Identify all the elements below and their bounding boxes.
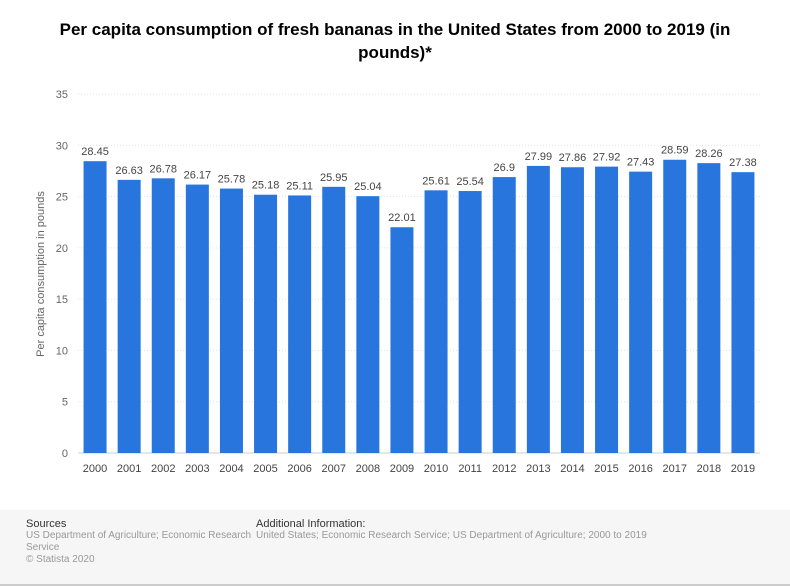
bar xyxy=(595,166,619,453)
bar xyxy=(629,171,653,453)
bar xyxy=(185,184,209,454)
x-axis-ticks: 2000 2001 2002 2003 2004 2005 2006 2007 2008 2009… xyxy=(83,463,755,475)
y-tick-label: 25 xyxy=(56,192,68,204)
x-tick-label: 2009 xyxy=(390,463,414,475)
data-label: 26.17 xyxy=(184,170,212,182)
bar xyxy=(560,167,584,453)
x-tick-label: 2002 xyxy=(151,463,175,475)
x-tick-label: 2003 xyxy=(185,463,209,475)
bar xyxy=(254,194,278,453)
bar xyxy=(151,178,175,453)
bar xyxy=(424,190,448,453)
y-axis-ticks: 0 5 10 15 20 25 30 35 xyxy=(56,89,68,460)
x-tick-label: 2007 xyxy=(322,463,346,475)
x-tick-label: 2004 xyxy=(219,463,243,475)
x-tick-label: 2011 xyxy=(458,463,482,475)
x-tick-label: 2001 xyxy=(117,463,141,475)
x-tick-label: 2013 xyxy=(526,463,550,475)
footer: Sources US Department of Agriculture; Ec… xyxy=(0,510,790,586)
data-label: 26.9 xyxy=(494,162,515,174)
data-label: 27.92 xyxy=(593,152,621,164)
bar xyxy=(697,163,721,453)
bar xyxy=(663,159,687,453)
x-tick-label: 2019 xyxy=(731,463,755,475)
bar xyxy=(83,161,107,454)
data-label: 25.61 xyxy=(422,175,450,187)
bar xyxy=(492,177,516,453)
data-label: 25.04 xyxy=(354,181,382,193)
bar xyxy=(526,165,550,453)
data-label: 25.11 xyxy=(286,180,313,192)
y-tick-label: 35 xyxy=(56,89,68,101)
y-tick-label: 20 xyxy=(56,243,68,255)
x-tick-label: 2015 xyxy=(594,463,618,475)
bar xyxy=(288,195,312,453)
copyright: © Statista 2020 xyxy=(26,554,95,565)
y-axis-label: Per capita consumption in pounds xyxy=(35,191,47,357)
bar xyxy=(117,179,141,453)
x-tick-label: 2005 xyxy=(253,463,277,475)
data-label: 25.54 xyxy=(456,176,484,188)
bar xyxy=(458,191,482,453)
data-labels: 28.45 26.63 26.78 26.17 25.78 25.18 25.11 25.95… xyxy=(81,145,756,224)
bar xyxy=(731,172,755,453)
x-tick-label: 2017 xyxy=(663,463,687,475)
bar xyxy=(356,196,380,454)
bar xyxy=(219,188,243,453)
data-label: 27.86 xyxy=(559,152,587,164)
data-label: 28.59 xyxy=(661,145,689,157)
sources-heading: Sources xyxy=(26,518,67,530)
chart-title: Per capita consumption of fresh bananas … xyxy=(59,20,731,62)
data-label: 27.43 xyxy=(627,157,655,169)
data-label: 27.38 xyxy=(729,157,757,169)
data-label: 28.26 xyxy=(695,148,723,160)
data-label: 25.18 xyxy=(252,180,280,192)
additional-info-text: United States; Economic Research Service… xyxy=(256,530,647,541)
y-tick-label: 15 xyxy=(56,294,68,306)
gridlines xyxy=(78,93,760,454)
sources-text[interactable]: US Department of Agriculture; Economic R… xyxy=(26,530,252,553)
data-label: 25.95 xyxy=(320,172,348,184)
additional-info-heading: Additional Information: xyxy=(256,518,366,530)
data-label: 26.63 xyxy=(115,165,143,177)
data-label: 26.78 xyxy=(149,163,177,175)
y-tick-label: 10 xyxy=(56,345,68,357)
data-label: 27.99 xyxy=(525,151,553,163)
data-label: 25.78 xyxy=(218,174,246,186)
y-tick-label: 30 xyxy=(56,140,68,152)
data-label: 28.45 xyxy=(81,146,109,158)
bar-chart: 0 5 10 15 20 25 30 35 28.45 26.63 26.78 26.17 25.78… xyxy=(35,89,760,475)
y-tick-label: 0 xyxy=(62,448,68,460)
x-tick-label: 2006 xyxy=(287,463,311,475)
x-tick-label: 2008 xyxy=(356,463,380,475)
bars xyxy=(83,159,755,454)
x-tick-label: 2016 xyxy=(628,463,652,475)
x-tick-label: 2012 xyxy=(492,463,516,475)
x-tick-label: 2010 xyxy=(424,463,448,475)
x-tick-label: 2018 xyxy=(697,463,721,475)
bar xyxy=(322,186,346,453)
x-tick-label: 2000 xyxy=(83,463,107,475)
y-tick-label: 5 xyxy=(62,397,68,409)
bar xyxy=(390,227,414,453)
x-tick-label: 2014 xyxy=(560,463,584,475)
data-label: 22.01 xyxy=(388,212,416,224)
